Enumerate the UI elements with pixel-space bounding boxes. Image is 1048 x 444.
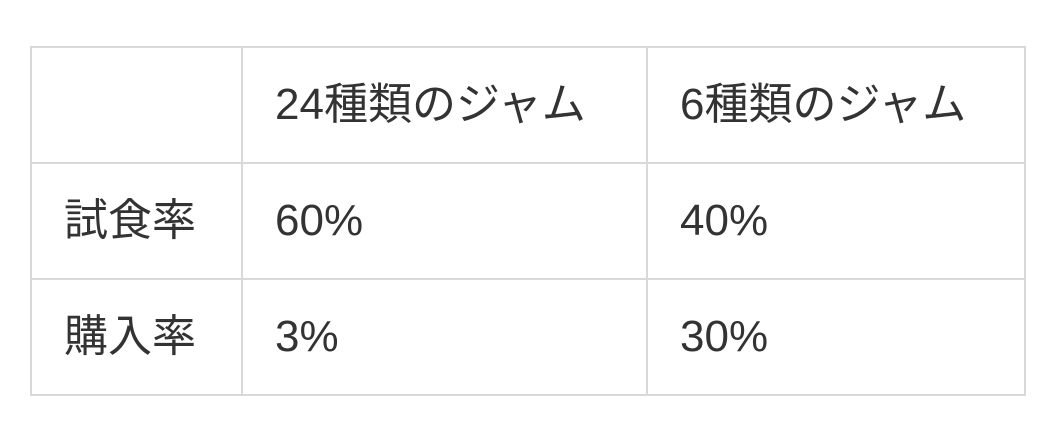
row-label-purchase-rate: 購入率 — [30, 278, 243, 396]
header-cell-6-jams: 6種類のジャム — [646, 46, 1026, 164]
row-tasting-rate: 試食率 60% 40% — [30, 162, 1026, 280]
jam-comparison-table: 24種類のジャム 6種類のジャム 試食率 60% 40% 購入率 3% 30% — [30, 46, 1026, 396]
header-row: 24種類のジャム 6種類のジャム — [30, 46, 1026, 164]
cell-tasting-rate-24-jams: 60% — [241, 162, 648, 280]
header-cell-empty — [30, 46, 243, 164]
row-purchase-rate: 購入率 3% 30% — [30, 278, 1026, 396]
cell-purchase-rate-24-jams: 3% — [241, 278, 648, 396]
cell-purchase-rate-6-jams: 30% — [646, 278, 1026, 396]
header-cell-24-jams: 24種類のジャム — [241, 46, 648, 164]
cell-tasting-rate-6-jams: 40% — [646, 162, 1026, 280]
row-label-tasting-rate: 試食率 — [30, 162, 243, 280]
